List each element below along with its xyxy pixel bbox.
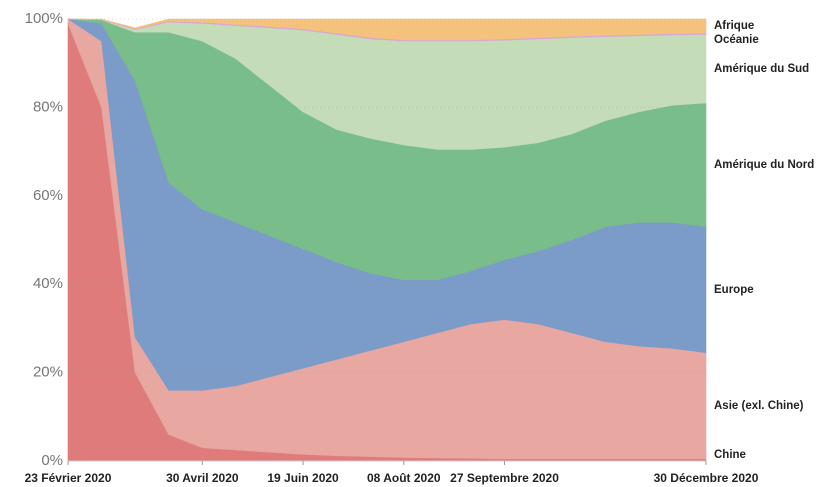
legend-label: Océanie: [714, 34, 759, 46]
legend-label: Afrique: [714, 20, 754, 32]
y-tick-label: 100%: [25, 10, 63, 27]
x-tick-label: 27 Septembre 2020: [450, 471, 559, 485]
areas: [67, 18, 707, 462]
legend-label: Amérique du Sud: [714, 63, 809, 75]
x-tick-label: 08 Août 2020: [367, 471, 441, 485]
x-tick-label: 19 Juin 2020: [267, 471, 339, 485]
y-tick-label: 0%: [41, 452, 63, 469]
x-tick-label: 23 Février 2020: [25, 471, 112, 485]
y-tick-label: 40%: [33, 275, 63, 292]
legend-label: Chine: [714, 449, 746, 461]
y-tick-label: 80%: [33, 98, 63, 115]
grid: [67, 18, 707, 465]
legend-label: Asie (exl. Chine): [714, 400, 804, 412]
legend-label: Amérique du Nord: [714, 159, 814, 171]
x-tick-label: 30 Avril 2020: [166, 471, 239, 485]
area: [67, 18, 707, 41]
legend-label: Europe: [714, 284, 754, 296]
y-tick-label: 60%: [33, 187, 63, 204]
x-tick-label: 30 Décembre 2020: [654, 471, 759, 485]
labels: Chine Asie (exl. Chine) Europe Amérique du …: [25, 10, 815, 485]
y-tick-label: 20%: [33, 364, 63, 381]
